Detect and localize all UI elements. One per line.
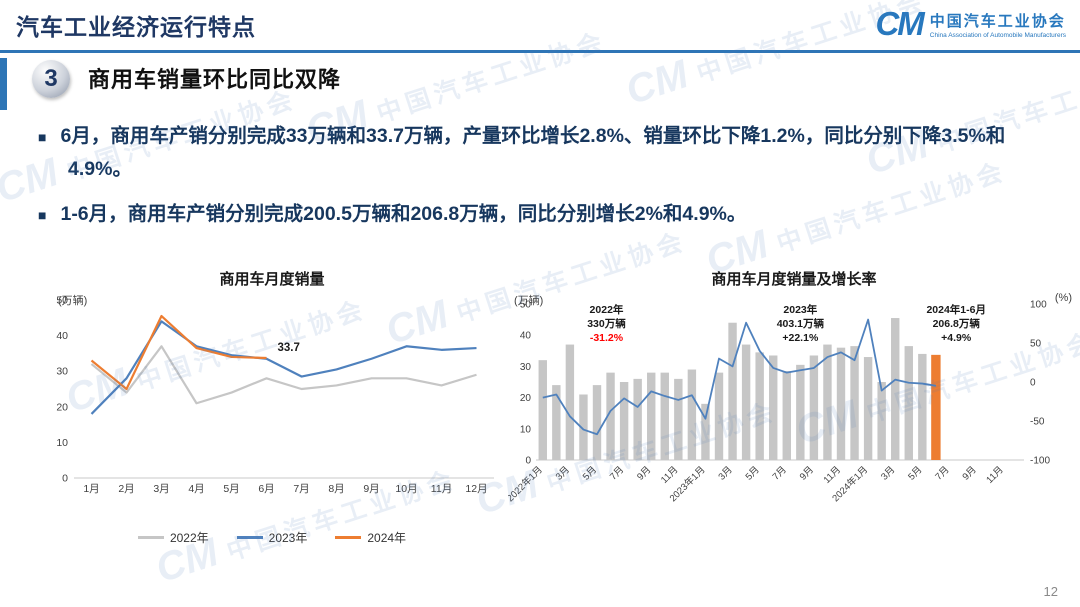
svg-text:2022年1月: 2022年1月 — [508, 464, 545, 505]
bullet-list: ■ 6月，商用车产销分别完成33万辆和33.7万辆，产量环比增长2.8%、销量环比… — [38, 120, 1052, 243]
svg-text:20: 20 — [520, 393, 532, 404]
svg-text:100: 100 — [1030, 300, 1047, 311]
svg-text:6月: 6月 — [258, 483, 274, 495]
svg-text:9月: 9月 — [798, 464, 816, 482]
svg-text:7月: 7月 — [933, 464, 951, 482]
svg-text:8月: 8月 — [328, 483, 344, 495]
left-chart-legend: 2022年 2023年 2024年 — [42, 529, 502, 546]
caam-logo-text: 中国汽车工业协会 China Association of Automobile… — [930, 10, 1066, 39]
svg-text:11月: 11月 — [822, 464, 843, 485]
legend-swatch-2022 — [137, 536, 164, 539]
svg-text:33.7: 33.7 — [278, 342, 300, 354]
svg-text:40: 40 — [56, 330, 68, 342]
caam-logo-icon: CM — [875, 5, 924, 42]
svg-text:-100: -100 — [1030, 456, 1050, 467]
svg-text:12月: 12月 — [465, 483, 487, 495]
section-heading: 商用车销量环比同比双降 — [88, 67, 342, 92]
svg-text:10: 10 — [520, 424, 532, 435]
legend-swatch-2023 — [236, 536, 263, 539]
header-divider — [0, 50, 1080, 53]
svg-text:40: 40 — [520, 331, 532, 342]
svg-text:3月: 3月 — [153, 483, 169, 495]
svg-text:10: 10 — [56, 437, 68, 449]
svg-text:9月: 9月 — [960, 464, 978, 482]
svg-text:7月: 7月 — [771, 464, 789, 482]
svg-text:206.8万辆: 206.8万辆 — [933, 317, 981, 330]
legend-swatch-2024 — [335, 536, 362, 539]
page-title: 汽车工业经济运行特点 — [16, 14, 256, 40]
svg-text:5月: 5月 — [581, 464, 599, 482]
svg-text:3月: 3月 — [716, 464, 734, 482]
svg-text:3月: 3月 — [879, 464, 897, 482]
svg-text:2023年: 2023年 — [783, 303, 817, 316]
caam-logo-name-cn: 中国汽车工业协会 — [929, 12, 1066, 30]
bullet-square-icon: ■ — [38, 207, 47, 224]
svg-text:4月: 4月 — [188, 483, 204, 495]
svg-text:9月: 9月 — [363, 483, 379, 495]
svg-text:50: 50 — [56, 295, 68, 307]
svg-text:-50: -50 — [1030, 417, 1045, 428]
caam-logo: CM 中国汽车工业协会 China Association of Automob… — [875, 5, 1066, 43]
bullet-item-1: ■ 6月，商用车产销分别完成33万辆和33.7万辆，产量环比增长2.8%、销量环比… — [38, 120, 1052, 186]
bullet-text-1: 6月，商用车产销分别完成33万辆和33.7万辆，产量环比增长2.8%、销量环比下… — [60, 125, 1006, 181]
monthly-sales-line-chart: 商用车月度销量 (万辆) 0 10 20 30 40 50 1月 2月 3月 4月 5月 6月 7月 8月… — [42, 268, 502, 546]
right-chart-canvas: 0 10 20 30 40 50 -100 -50 0 50 100 2022年1月 3月 5月 7月 9月 1… — [508, 300, 1050, 505]
svg-text:11月: 11月 — [984, 464, 1005, 485]
charts-row: 商用车月度销量 (万辆) 0 10 20 30 40 50 1月 2月 3月 4月 5月 6月 7月 8月… — [0, 268, 1080, 546]
bullet-item-2: ■ 1-6月，商用车产销分别完成200.5万辆和206.8万辆，同比分别增长2%和… — [38, 198, 1052, 231]
legend-item-2022: 2022年 — [137, 529, 209, 546]
legend-item-2023: 2023年 — [236, 529, 308, 546]
right-chart-title: 商用车月度销量及增长率 — [711, 271, 877, 288]
svg-text:2月: 2月 — [118, 483, 134, 495]
svg-text:20: 20 — [56, 401, 68, 413]
svg-text:9月: 9月 — [635, 464, 653, 482]
left-accent-bar — [0, 58, 7, 110]
svg-text:+22.1%: +22.1% — [782, 332, 819, 344]
svg-text:0: 0 — [525, 456, 531, 467]
svg-text:50: 50 — [1030, 339, 1042, 350]
left-chart-title: 商用车月度销量 — [219, 271, 325, 288]
svg-text:2022年: 2022年 — [590, 303, 624, 316]
svg-text:5月: 5月 — [744, 464, 762, 482]
bullet-square-icon: ■ — [38, 129, 47, 145]
legend-label-2022: 2022年 — [169, 531, 209, 545]
svg-text:7月: 7月 — [608, 464, 626, 482]
svg-text:3月: 3月 — [554, 464, 572, 482]
svg-text:30: 30 — [56, 366, 68, 378]
svg-text:-31.2%: -31.2% — [590, 332, 624, 344]
svg-text:+4.9%: +4.9% — [941, 332, 972, 344]
right-chart-left-unit-label: (万辆) — [514, 295, 544, 307]
svg-text:5月: 5月 — [906, 464, 924, 482]
svg-text:1月: 1月 — [83, 483, 99, 495]
legend-label-2023: 2023年 — [268, 531, 308, 545]
right-chart-right-unit-label: (%) — [1054, 292, 1072, 304]
left-chart-canvas: 0 10 20 30 40 50 1月 2月 3月 4月 5月 6月 7月 8月 9月 10月 11月 12月 33… — [56, 295, 494, 495]
svg-text:30: 30 — [520, 362, 532, 373]
monthly-sales-growth-chart: 商用车月度销量及增长率 (万辆) (%) 0 10 20 30 40 50 -100 -50 0… — [508, 268, 1080, 546]
svg-text:403.1万辆: 403.1万辆 — [777, 317, 825, 330]
left-chart-unit-label: (万辆) — [58, 295, 88, 307]
page-number: 12 — [1043, 584, 1058, 599]
svg-text:5月: 5月 — [223, 483, 239, 495]
svg-text:11月: 11月 — [431, 483, 452, 495]
section-number-badge: 3 — [32, 60, 70, 98]
svg-text:0: 0 — [1030, 378, 1036, 389]
svg-text:50: 50 — [520, 300, 532, 311]
legend-label-2024: 2024年 — [367, 531, 407, 545]
svg-text:330万辆: 330万辆 — [587, 317, 626, 330]
svg-text:2024年1-6月: 2024年1-6月 — [926, 303, 986, 316]
bullet-text-2: 1-6月，商用车产销分别完成200.5万辆和206.8万辆，同比分别增长2%和4… — [60, 203, 747, 226]
svg-text:10月: 10月 — [395, 483, 417, 495]
caam-watermark-mark-icon: CM — [620, 52, 694, 114]
caam-logo-name-en: China Association of Automobile Manufact… — [929, 31, 1066, 39]
svg-text:0: 0 — [62, 473, 68, 485]
svg-text:7月: 7月 — [293, 483, 309, 495]
svg-text:11月: 11月 — [659, 464, 680, 485]
legend-item-2024: 2024年 — [335, 529, 406, 546]
